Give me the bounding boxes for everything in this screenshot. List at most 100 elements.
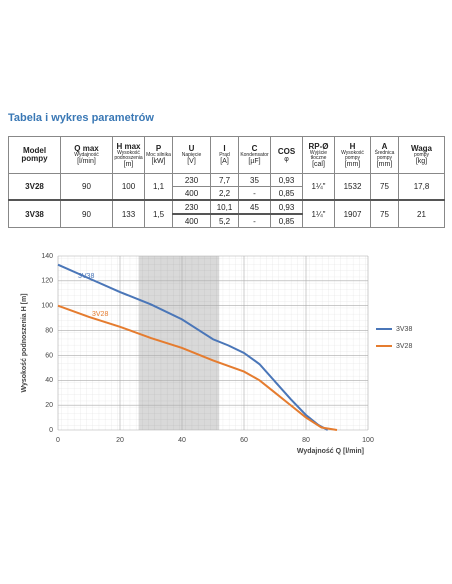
cell: 3V28 xyxy=(8,173,61,201)
table-row: 3V38 90 133 1,5 230 10,1 45 0,93 1¼" 1907 75 21 xyxy=(8,199,445,228)
cell: 0,85 xyxy=(270,186,303,201)
x-axis-label: Wydajność Q [l/min] xyxy=(297,448,364,455)
header-title: Model pompy xyxy=(21,146,48,163)
cell: 35 xyxy=(238,173,271,187)
header-title: A xyxy=(381,141,388,151)
header-title: H max xyxy=(116,141,141,151)
header-unit: [mm] xyxy=(344,160,361,168)
cell: 17,8 xyxy=(398,173,445,201)
y-tick-label: 60 xyxy=(45,352,53,359)
y-tick-label: 120 xyxy=(41,278,53,285)
cell: 400 xyxy=(172,186,211,201)
column-header: A Średnica pompy [mm] xyxy=(370,136,399,174)
cell: - xyxy=(238,213,271,228)
y-tick-label: 100 xyxy=(41,303,53,310)
table-row: 3V28 90 100 1,1 230 7,7 35 0,93 1¼" 1532 75 17,8 xyxy=(8,173,445,201)
column-header: I Prąd [A] xyxy=(210,136,239,174)
y-tick-label: 40 xyxy=(45,377,53,384)
cell: 1,5 xyxy=(144,199,173,228)
header-title: COS xyxy=(277,146,296,156)
column-header: RP-Ø Wyjście tłoczne [cal] xyxy=(302,136,335,174)
header-sub: Wydajność xyxy=(74,152,99,158)
header-sub: Moc silnika xyxy=(146,152,171,158)
parameter-table: Model pompy Q max Wydajność [l/min] H max Wys… xyxy=(8,136,445,228)
cell: 1532 xyxy=(334,173,371,201)
y-tick-label: 80 xyxy=(45,327,53,334)
cell: 100 xyxy=(112,173,145,201)
legend-label: 3V38 xyxy=(396,326,412,333)
header-unit: [cal] xyxy=(312,160,325,168)
chart: 0 20 40 60 80 100 120 140 0 20 40 60 80 100 Wydajność … xyxy=(21,253,413,455)
header-title: RP-Ø xyxy=(308,141,329,151)
column-header: P Moc silnika [kW] xyxy=(144,136,173,174)
header-sub: Wysokość podnoszenia xyxy=(114,149,143,161)
header-unit: [µF] xyxy=(248,158,261,165)
cell: 133 xyxy=(112,199,145,228)
header-title: C xyxy=(251,144,258,153)
cell: - xyxy=(238,186,271,201)
cell: 1,1 xyxy=(144,173,173,201)
x-tick-label: 40 xyxy=(178,437,186,444)
header-title: U xyxy=(188,144,195,153)
table-row: 400 5,2-0,85 xyxy=(9,213,445,228)
column-header: C Kondensator [µF] xyxy=(238,136,271,174)
cell: 0,93 xyxy=(270,173,303,187)
title: Tabela i wykres parametrów xyxy=(8,112,154,124)
cell: 45 xyxy=(238,199,271,215)
header-unit: [V] xyxy=(187,158,196,165)
cell: 230 xyxy=(172,199,211,215)
cell: 2,2 xyxy=(210,186,239,201)
series-label: 3V28 xyxy=(92,311,108,318)
header-sub: pompy xyxy=(413,152,429,158)
cell: 0,93 xyxy=(270,199,303,215)
cell: 90 xyxy=(60,199,113,228)
header-unit: φ xyxy=(284,155,289,163)
header-unit: [mm] xyxy=(376,160,393,168)
plot-area xyxy=(58,256,368,430)
cell: 75 xyxy=(370,173,399,201)
header-unit: [kg] xyxy=(415,158,428,165)
highlight-band xyxy=(138,256,220,430)
series-label: 3V38 xyxy=(78,273,94,280)
row-group: 3V38 90 133 1,5 230 10,1 45 0,93 1¼" 1907 75 21 400 5… xyxy=(8,199,445,228)
header-sub: Średnica pompy xyxy=(374,149,395,161)
header-sub: Kondensator xyxy=(240,152,269,158)
column-header: H Wysokość pompy [mm] xyxy=(334,136,371,174)
column-header: Q max Wydajność [l/min] xyxy=(60,136,113,174)
y-tick-label: 20 xyxy=(45,402,53,409)
header-title: P xyxy=(155,144,162,153)
header-sub: Prąd xyxy=(219,152,230,158)
header-title: Waga xyxy=(410,144,433,153)
header-sub: Wysokość pompy xyxy=(341,149,364,161)
cell: 75 xyxy=(370,199,399,228)
column-header: Model pompy xyxy=(8,136,61,174)
cell: 230 xyxy=(172,173,211,187)
header-title: I xyxy=(223,144,226,153)
header-unit: [kW] xyxy=(151,158,166,165)
legend-label: 3V28 xyxy=(396,343,412,350)
column-header: U Napięcie [V] xyxy=(172,136,211,174)
cell: 21 xyxy=(398,199,445,228)
cell: 90 xyxy=(60,173,113,201)
x-tick-label: 0 xyxy=(56,437,60,444)
y-tick-label: 140 xyxy=(41,253,53,260)
header-sub: Napięcie xyxy=(181,152,202,158)
cell: 400 xyxy=(172,213,211,228)
cell: 0,85 xyxy=(270,213,303,228)
row-group: 3V28 90 100 1,1 230 7,7 35 0,93 1¼" 1532 75 17,8 400… xyxy=(8,173,445,201)
header-title: Q max xyxy=(74,144,99,153)
series-line xyxy=(57,263,329,431)
x-tick-label: 80 xyxy=(302,437,310,444)
header-unit: [l/min] xyxy=(77,158,96,165)
cell: 7,7 xyxy=(210,173,239,187)
x-tick-label: 20 xyxy=(116,437,124,444)
cell: 3V38 xyxy=(8,199,61,228)
column-header: H max Wysokość podnoszenia [m] xyxy=(112,136,145,174)
cell: 5,2 xyxy=(210,213,239,228)
y-tick-label: 0 xyxy=(49,427,53,434)
cell: 1¼" xyxy=(302,199,335,228)
x-tick-label: 60 xyxy=(240,437,248,444)
table-row: 400 2,2-0,85 xyxy=(9,186,445,201)
y-axis-label: Wysokość podnoszenia H [m] xyxy=(21,293,28,392)
